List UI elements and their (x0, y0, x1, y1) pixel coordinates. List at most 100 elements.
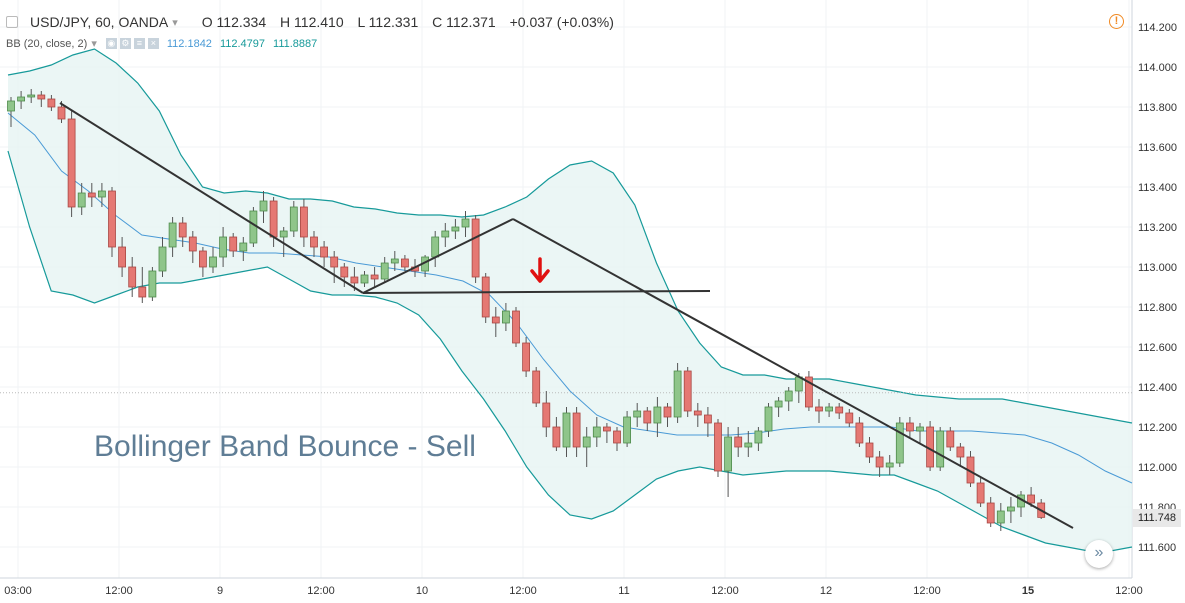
candle-body (47, 98, 56, 108)
candle-body (603, 426, 611, 432)
low-value: L 112.331 (357, 14, 419, 30)
bb-lower-value: 111.8887 (273, 37, 318, 50)
candle-body (734, 436, 743, 448)
close-icon[interactable]: × (147, 38, 159, 49)
candle-body (885, 462, 894, 468)
candle-body (623, 416, 631, 444)
settings-icon[interactable]: ⚙ (119, 38, 131, 49)
x-tick-label: 12:00 (105, 585, 133, 597)
candle-body (320, 246, 329, 258)
candle-body (148, 270, 157, 298)
candle-body (976, 482, 985, 504)
candle-body (865, 442, 874, 458)
candle-body (380, 262, 389, 280)
candle-body (663, 406, 672, 418)
symbol-legend: USD/JPY, 60, OANDA ▾ O 112.334 H 112.410… (6, 14, 624, 30)
candle-body (118, 246, 126, 268)
eye-icon[interactable]: ◉ (105, 38, 117, 49)
scroll-to-realtime-button[interactable]: » (1085, 540, 1113, 568)
candle-body (431, 236, 440, 258)
chevron-down-icon[interactable]: ▾ (172, 16, 178, 29)
candle-body (481, 276, 490, 318)
symbol-label[interactable]: USD/JPY, 60, OANDA (30, 14, 169, 30)
bb-upper-line (7, 48, 1133, 424)
x-tick-label: 12:00 (711, 585, 739, 597)
candle-body (229, 236, 238, 252)
candle-body (512, 310, 520, 344)
candle-body (996, 510, 1005, 524)
x-tick-label: 12:00 (509, 585, 537, 597)
collapse-icon[interactable] (6, 16, 18, 28)
candle-body (693, 410, 702, 416)
y-tick-label: 113.600 (1138, 142, 1177, 154)
candle-body (613, 430, 621, 444)
more-icon[interactable]: ≡ (133, 38, 145, 49)
candle-body (259, 200, 268, 212)
high-value: H 112.410 (280, 14, 344, 30)
candle-body (17, 96, 26, 102)
double-chevron-right-icon: » (1094, 544, 1104, 561)
candle-body (582, 436, 591, 448)
candle-body (7, 100, 15, 112)
candle-body (532, 370, 541, 404)
candle-body (400, 258, 409, 268)
candle-body (825, 406, 833, 412)
candle-body (501, 310, 510, 324)
x-tick-label: 12:00 (913, 585, 941, 597)
x-tick-label: 12:00 (307, 585, 335, 597)
trend-line (59, 102, 364, 294)
candle-body (815, 406, 823, 412)
x-tick-label: 03:00 (4, 585, 32, 597)
trend-line (362, 290, 711, 294)
candle-body (198, 250, 207, 268)
candle-body (986, 502, 995, 524)
indicator-name[interactable]: BB (20, close, 2) (6, 37, 88, 50)
down-arrow-icon (530, 257, 550, 283)
chart-annotation-text: Bollinger Band Bounce - Sell (94, 430, 476, 463)
candle-body (936, 430, 945, 468)
candle-body (1007, 506, 1015, 512)
candle-body (37, 94, 46, 100)
candle-body (239, 242, 248, 252)
y-tick-label: 113.200 (1138, 222, 1177, 234)
candle-body (471, 218, 480, 278)
change-value: +0.037 (+0.03%) (509, 14, 614, 30)
alert-icon[interactable]: ! (1109, 14, 1124, 29)
candle-body (845, 412, 854, 424)
candle-body (744, 442, 753, 448)
candle-body (956, 446, 965, 458)
candle-body (461, 218, 470, 228)
candle-body (77, 192, 86, 208)
candle-body (178, 222, 187, 238)
candle-body (279, 230, 288, 238)
candle-body (370, 274, 379, 280)
y-tick-label: 114.200 (1138, 22, 1177, 34)
candle-body (350, 276, 359, 284)
candle-body (946, 430, 955, 448)
y-tick-label: 112.000 (1138, 462, 1177, 474)
candle-body (704, 414, 712, 424)
candle-body (643, 410, 652, 424)
candle-body (754, 430, 763, 444)
candle-body (562, 412, 571, 448)
candle-body (168, 222, 177, 248)
y-tick-label: 111.600 (1138, 542, 1176, 554)
trend-line (362, 218, 514, 294)
bb-lower-line (7, 150, 1133, 552)
candle-body (572, 412, 581, 448)
candle-body (138, 286, 147, 298)
candle-body (390, 258, 399, 264)
y-tick-label: 112.800 (1138, 302, 1177, 314)
candle-body (491, 316, 500, 324)
candle-body (57, 106, 66, 120)
candle-body (805, 376, 813, 408)
y-tick-label: 113.800 (1138, 102, 1177, 114)
candle-body (522, 342, 530, 372)
candle-body (1027, 494, 1035, 504)
chevron-down-icon[interactable]: ▾ (91, 38, 97, 50)
open-value: O 112.334 (201, 14, 267, 30)
candle-body (299, 206, 308, 238)
y-tick-label: 112.600 (1138, 342, 1177, 354)
